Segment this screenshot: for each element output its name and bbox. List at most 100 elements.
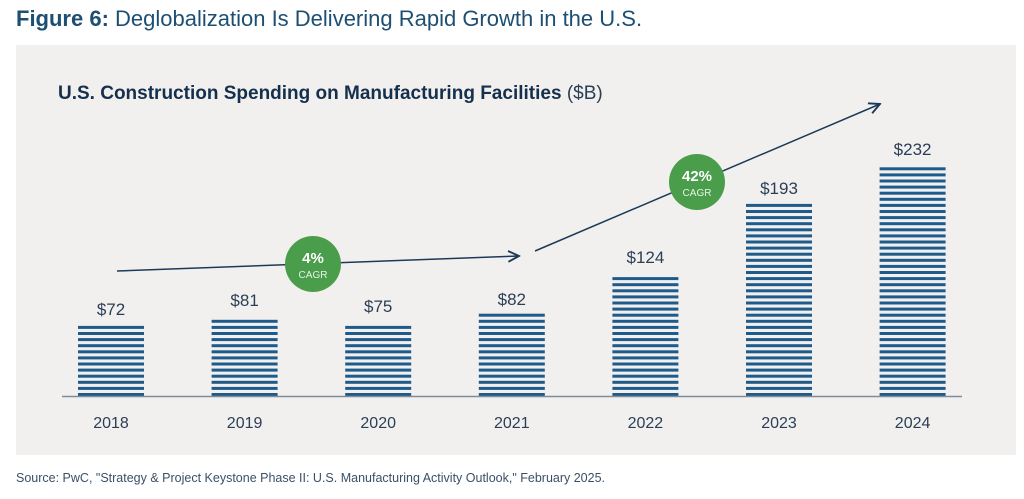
bar-stripe	[211, 368, 278, 372]
cagr-value: 42%	[682, 168, 712, 185]
bar-stripe	[78, 362, 144, 366]
bar-stripe	[879, 179, 946, 183]
bar-stripe	[746, 362, 812, 366]
value-label: $193	[760, 179, 798, 198]
x-tick-label: 2018	[93, 415, 129, 432]
bar-stripe	[78, 325, 144, 329]
bar-stripe	[612, 380, 679, 384]
bar-stripe	[612, 319, 679, 323]
bar-stripe	[879, 167, 946, 171]
bar-stripe	[746, 307, 812, 311]
bar-2019	[211, 319, 278, 396]
value-label: $81	[230, 291, 258, 310]
bar-stripe	[478, 313, 545, 317]
bar-stripe	[612, 393, 679, 396]
bar-stripe	[78, 350, 144, 354]
bar-stripe	[345, 325, 412, 329]
bar-stripe	[879, 277, 946, 281]
bar-stripe	[612, 295, 679, 299]
bar-stripe	[879, 393, 946, 396]
bar-stripe	[879, 258, 946, 262]
bar-stripe	[345, 393, 412, 396]
bar-stripe	[478, 393, 545, 396]
value-label: $82	[498, 290, 526, 309]
bar-stripe	[879, 362, 946, 366]
x-tick-label: 2019	[227, 415, 263, 432]
cagr-badge	[669, 154, 725, 210]
bar-stripe	[879, 173, 946, 177]
bar-2021	[478, 313, 545, 396]
bar-stripe	[746, 332, 812, 335]
bar-stripe	[478, 374, 545, 378]
bar-stripe	[78, 368, 144, 372]
figure-title-text: Deglobalization Is Delivering Rapid Grow…	[108, 6, 643, 31]
bar-stripe	[612, 338, 679, 342]
cagr-badge	[285, 236, 341, 292]
chart-unit: ($B)	[566, 83, 603, 104]
value-label: $232	[894, 140, 932, 159]
bar-stripe	[879, 252, 946, 256]
bar-stripe	[879, 234, 946, 238]
bar-stripe	[78, 332, 144, 335]
bar-stripe	[879, 210, 946, 213]
bar-stripe	[478, 368, 545, 372]
bar-stripe	[211, 319, 278, 323]
bar-stripe	[746, 277, 812, 281]
bar-stripe	[612, 350, 679, 354]
bar-stripe	[746, 264, 812, 268]
bar-stripe	[612, 362, 679, 366]
bar-stripe	[746, 356, 812, 360]
bar-stripe	[345, 374, 412, 378]
bar-stripe	[879, 301, 946, 305]
value-label: $72	[97, 300, 125, 319]
bar-stripe	[879, 344, 946, 348]
bar-stripe	[612, 301, 679, 305]
bar-stripe	[746, 386, 812, 390]
bar-stripe	[879, 228, 946, 232]
bar-stripe	[345, 338, 412, 342]
bar-stripe	[879, 386, 946, 390]
bar-stripe	[746, 368, 812, 372]
bar-stripe	[478, 338, 545, 342]
bar-stripe	[746, 301, 812, 305]
bar-stripe	[211, 344, 278, 348]
bar-stripe	[345, 332, 412, 335]
bar-stripe	[211, 325, 278, 329]
bar-stripe	[345, 386, 412, 390]
bar-stripe	[478, 356, 545, 360]
bar-stripe	[612, 325, 679, 329]
figure-label: Figure 6:	[16, 6, 109, 31]
bar-stripe	[746, 374, 812, 378]
bar-stripe	[746, 325, 812, 329]
bar-stripe	[345, 380, 412, 384]
bar-stripe	[746, 380, 812, 384]
bar-2022	[612, 277, 679, 396]
bar-2018	[78, 325, 144, 396]
bar-stripe	[612, 332, 679, 335]
bar-stripe	[746, 271, 812, 274]
value-label: $124	[626, 248, 664, 267]
bar-stripe	[211, 362, 278, 366]
bar-stripe	[612, 277, 679, 281]
bar-stripe	[345, 356, 412, 360]
bar-2023	[746, 203, 812, 396]
bar-stripe	[746, 203, 812, 207]
bar-stripe	[612, 344, 679, 348]
bar-stripe	[478, 350, 545, 354]
chart-title: U.S. Construction Spending on Manufactur…	[58, 83, 603, 105]
bar-stripe	[612, 313, 679, 317]
bar-stripe	[746, 295, 812, 299]
bar-stripe	[879, 356, 946, 360]
bar-stripe	[478, 386, 545, 390]
bar-stripe	[345, 350, 412, 354]
bar-stripe	[211, 332, 278, 335]
bar-stripe	[612, 368, 679, 372]
bar-stripe	[478, 362, 545, 366]
x-tick-label: 2023	[761, 415, 797, 432]
bar-stripe	[478, 319, 545, 323]
bar-stripe	[78, 386, 144, 390]
bar-stripe	[211, 380, 278, 384]
bar-stripe	[879, 332, 946, 335]
bar-stripe	[746, 216, 812, 220]
bar-stripe	[879, 307, 946, 311]
